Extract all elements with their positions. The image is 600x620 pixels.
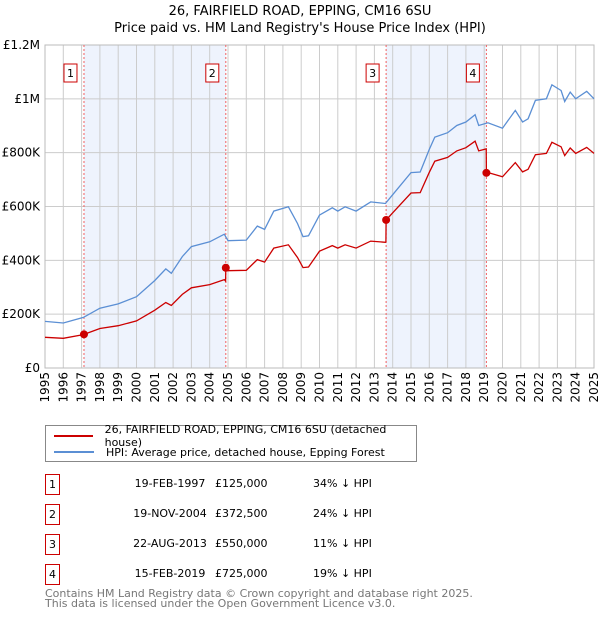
y-tick-label: £200K xyxy=(2,307,42,321)
x-tick-label: 2009 xyxy=(294,372,308,403)
x-tick-label: 2002 xyxy=(166,372,180,403)
x-tick-label: 2016 xyxy=(422,372,436,403)
x-tick-label: 1996 xyxy=(56,372,70,403)
x-tick-label: 2024 xyxy=(569,372,583,403)
x-tick-label: 2010 xyxy=(313,372,327,403)
x-tick-label: 1998 xyxy=(93,372,107,403)
legend-item-hpi: HPI: Average price, detached house, Eppi… xyxy=(54,445,385,459)
x-tick-label: 2006 xyxy=(239,372,253,403)
sale-hpi-diff: 19% ↓ HPI xyxy=(313,567,372,580)
y-tick-label: £600K xyxy=(2,200,42,214)
x-tick-label: 2012 xyxy=(349,372,363,403)
sale-number-box xyxy=(63,63,78,83)
sale-number: 4 xyxy=(45,564,60,585)
x-tick-label: 2013 xyxy=(367,372,381,403)
legend-label: HPI: Average price, detached house, Eppi… xyxy=(106,445,385,459)
x-tick-label: 2023 xyxy=(550,372,564,403)
x-tick-label: 2018 xyxy=(459,372,473,403)
x-tick-label: 2022 xyxy=(532,372,546,403)
plot-frame xyxy=(44,44,595,369)
footer: Contains HM Land Registry data © Crown c… xyxy=(45,587,473,610)
x-tick-label: 2015 xyxy=(404,372,418,403)
x-tick-label: 2017 xyxy=(441,372,455,403)
y-tick-label: £800K xyxy=(2,146,42,160)
sale-date: 22-AUG-2013 xyxy=(133,537,207,550)
sale-hpi-diff: 11% ↓ HPI xyxy=(313,537,372,550)
sale-number-label: 1 xyxy=(67,67,74,80)
sale-point xyxy=(482,168,491,177)
sale-number: 3 xyxy=(45,534,60,555)
x-tick-label: 2019 xyxy=(477,372,491,403)
x-tick-label: 2011 xyxy=(331,372,345,403)
y-tick-label: £1M xyxy=(14,92,40,106)
x-tick-label: 2001 xyxy=(148,372,162,403)
chart-title: 26, FAIRFIELD ROAD, EPPING, CM16 6SU xyxy=(168,4,432,19)
x-tick-label: 2008 xyxy=(276,372,290,403)
y-tick-label: £1.2M xyxy=(3,38,40,52)
footer-line2: This data is licensed under the Open Gov… xyxy=(45,597,396,610)
x-tick-label: 1997 xyxy=(75,372,89,403)
x-tick-label: 2000 xyxy=(130,372,144,403)
sale-point xyxy=(382,215,391,224)
price-paid-line xyxy=(44,140,595,339)
x-tick-label: 2020 xyxy=(496,372,510,403)
y-tick-label: £400K xyxy=(2,253,42,267)
footer-line1: Contains HM Land Registry data © Crown c… xyxy=(45,587,473,600)
y-tick-label: £0 xyxy=(25,361,40,375)
sale-price: £372,500 xyxy=(215,507,268,520)
x-tick-label: 2014 xyxy=(386,372,400,403)
legend: 26, FAIRFIELD ROAD, EPPING, CM16 6SU (de… xyxy=(45,423,417,462)
x-tick-label: 2025 xyxy=(587,372,600,403)
x-tick-label: 2003 xyxy=(184,372,198,403)
sale-number: 2 xyxy=(45,504,60,525)
legend-blue-line-icon xyxy=(54,451,94,453)
chart-subtitle: Price paid vs. HM Land Registry's House … xyxy=(114,21,486,36)
sale-number-label: 3 xyxy=(369,67,376,80)
sale-number-box xyxy=(365,63,380,83)
sale-date: 19-NOV-2004 xyxy=(133,507,207,520)
x-tick-label: 2004 xyxy=(203,372,217,403)
sale-point xyxy=(221,263,230,272)
sale-date: 15-FEB-2019 xyxy=(134,567,206,580)
sale-price: £125,000 xyxy=(215,477,268,490)
sale-hpi-diff: 24% ↓ HPI xyxy=(313,507,372,520)
sale-date: 19-FEB-1997 xyxy=(134,477,206,490)
legend-label: 26, FAIRFIELD ROAD, EPPING, CM16 6SU (de… xyxy=(104,423,387,449)
sale-hpi-diff: 34% ↓ HPI xyxy=(313,477,372,490)
sale-number-label: 2 xyxy=(209,67,216,80)
sale-number-box xyxy=(205,63,220,83)
legend-red-line-icon xyxy=(54,435,93,437)
x-tick-label: 2007 xyxy=(258,372,272,403)
x-tick-label: 2005 xyxy=(221,372,235,403)
x-tick-label: 1999 xyxy=(111,372,125,403)
sale-number-box xyxy=(465,63,480,83)
legend-item-price-paid: 26, FAIRFIELD ROAD, EPPING, CM16 6SU (de… xyxy=(54,423,416,449)
x-tick-label: 1995 xyxy=(38,372,52,403)
price-chart: £0 £200K £400K £600K £800K £1M £1.2M 1995 1996 1… xyxy=(2,38,600,403)
sale-number: 1 xyxy=(45,474,60,495)
hpi-line xyxy=(44,83,595,324)
x-tick-label: 2021 xyxy=(514,372,528,403)
sale-number-label: 4 xyxy=(469,67,476,80)
sale-point xyxy=(79,330,88,339)
sale-price: £550,000 xyxy=(215,537,268,550)
sale-price: £725,000 xyxy=(215,567,268,580)
